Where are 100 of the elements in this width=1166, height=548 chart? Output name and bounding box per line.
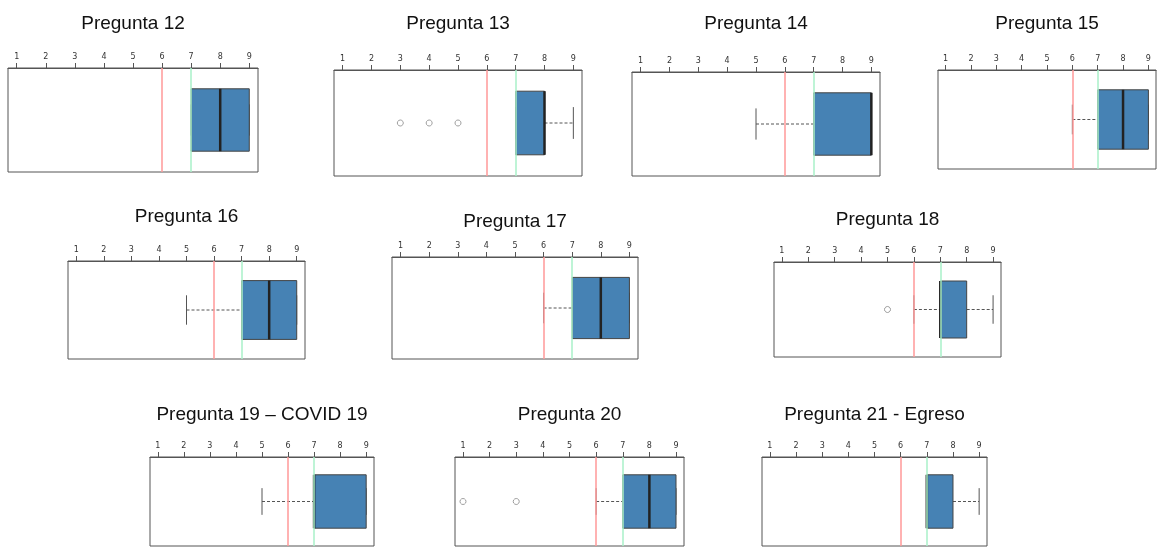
x-tick-label: 5 xyxy=(455,53,461,63)
x-tick-label: 6 xyxy=(593,440,599,450)
x-tick-label: 4 xyxy=(1019,53,1025,63)
x-tick-label: 7 xyxy=(569,240,575,250)
x-tick-label: 4 xyxy=(540,440,546,450)
chart-title: Pregunta 18 xyxy=(835,208,940,229)
x-tick-label: 5 xyxy=(753,55,759,65)
x-tick-label: 1 xyxy=(779,245,785,255)
x-tick-label: 7 xyxy=(311,440,317,450)
x-tick-label: 9 xyxy=(294,244,300,254)
x-tick-label: 2 xyxy=(968,53,974,63)
x-tick-label: 3 xyxy=(819,440,825,450)
x-tick-label: 7 xyxy=(620,440,626,450)
x-tick-label: 9 xyxy=(990,245,996,255)
x-tick-label: 9 xyxy=(1145,53,1151,63)
x-tick-label: 2 xyxy=(426,240,432,250)
x-tick-label: 9 xyxy=(868,55,874,65)
x-tick-label: 7 xyxy=(937,245,943,255)
x-tick-label: 4 xyxy=(233,440,239,450)
x-tick-label: 6 xyxy=(911,245,917,255)
x-tick-label: 8 xyxy=(266,244,272,254)
x-tick-label: 9 xyxy=(976,440,982,450)
x-tick-label: 4 xyxy=(156,244,162,254)
x-tick-label: 3 xyxy=(128,244,134,254)
x-tick-label: 3 xyxy=(72,51,78,61)
x-tick-label: 2 xyxy=(181,440,187,450)
x-tick-label: 4 xyxy=(858,245,864,255)
x-tick-label: 8 xyxy=(1120,53,1126,63)
x-tick-label: 6 xyxy=(1069,53,1075,63)
x-tick-label: 8 xyxy=(964,245,970,255)
x-tick-label: 8 xyxy=(646,440,652,450)
chart-title: Pregunta 15 xyxy=(995,12,1099,33)
x-tick-label: 6 xyxy=(484,53,490,63)
x-tick-label: 8 xyxy=(217,51,223,61)
chart-title: Pregunta 17 xyxy=(463,210,567,231)
chart-title: Pregunta 20 xyxy=(517,403,622,424)
x-tick-label: 7 xyxy=(188,51,194,61)
x-tick-label: 6 xyxy=(159,51,165,61)
x-tick-label: 3 xyxy=(832,245,838,255)
x-tick-label: 2 xyxy=(666,55,673,65)
x-tick-label: 5 xyxy=(871,440,878,450)
x-tick-label: 5 xyxy=(566,440,573,450)
x-tick-label: 5 xyxy=(512,240,518,250)
x-tick-label: 3 xyxy=(207,440,213,450)
x-tick-label: 9 xyxy=(363,440,369,450)
x-tick-label: 8 xyxy=(839,55,846,65)
chart-title: Pregunta 13 xyxy=(406,12,510,33)
x-tick-label: 9 xyxy=(626,240,632,250)
x-tick-label: 6 xyxy=(541,240,547,250)
chart-title: Pregunta 21 - Egreso xyxy=(784,403,965,424)
x-tick-label: 9 xyxy=(246,51,252,61)
x-tick-label: 9 xyxy=(570,53,576,63)
chart-title: Pregunta 19 – COVID 19 xyxy=(156,403,368,424)
x-tick-label: 7 xyxy=(239,244,245,254)
x-tick-label: 7 xyxy=(924,440,930,450)
x-tick-label: 1 xyxy=(767,440,773,450)
chart-title: Pregunta 14 xyxy=(704,12,809,33)
x-tick-label: 2 xyxy=(487,440,493,450)
x-tick-label: 3 xyxy=(695,55,701,65)
x-tick-label: 8 xyxy=(950,440,956,450)
x-tick-label: 4 xyxy=(724,55,730,65)
x-tick-label: 4 xyxy=(845,440,851,450)
x-tick-label: 2 xyxy=(805,245,811,255)
x-tick-label: 3 xyxy=(455,240,461,250)
x-tick-label: 4 xyxy=(483,240,489,250)
x-tick-label: 3 xyxy=(397,53,403,63)
x-tick-label: 7 xyxy=(513,53,519,63)
x-tick-label: 1 xyxy=(398,240,404,250)
x-tick-label: 5 xyxy=(130,51,136,61)
x-tick-label: 6 xyxy=(285,440,291,450)
x-tick-label: 1 xyxy=(460,440,466,450)
x-tick-label: 1 xyxy=(14,51,20,61)
chart-title: Pregunta 16 xyxy=(134,205,239,226)
x-tick-label: 4 xyxy=(101,51,107,61)
x-tick-label: 2 xyxy=(368,53,375,63)
x-tick-label: 5 xyxy=(259,440,265,450)
x-tick-label: 3 xyxy=(513,440,519,450)
x-tick-label: 9 xyxy=(673,440,679,450)
x-tick-label: 5 xyxy=(1044,53,1050,63)
x-tick-label: 6 xyxy=(782,55,788,65)
x-tick-label: 2 xyxy=(793,440,799,450)
x-tick-label: 3 xyxy=(993,53,999,63)
x-tick-label: 1 xyxy=(73,244,79,254)
x-tick-label: 1 xyxy=(340,53,346,63)
x-tick-label: 7 xyxy=(811,55,817,65)
x-tick-label: 5 xyxy=(183,244,190,254)
x-tick-label: 1 xyxy=(155,440,161,450)
x-tick-label: 5 xyxy=(884,245,891,255)
chart-title: Pregunta 12 xyxy=(81,12,185,33)
x-tick-label: 6 xyxy=(898,440,904,450)
x-tick-label: 1 xyxy=(638,55,644,65)
x-tick-label: 6 xyxy=(211,244,217,254)
x-tick-label: 8 xyxy=(598,240,604,250)
x-tick-label: 8 xyxy=(541,53,548,63)
x-tick-label: 2 xyxy=(43,51,49,61)
x-tick-label: 7 xyxy=(1095,53,1101,63)
x-tick-label: 8 xyxy=(337,440,343,450)
x-tick-label: 2 xyxy=(101,244,107,254)
x-tick-label: 4 xyxy=(426,53,432,63)
x-tick-label: 1 xyxy=(943,53,949,63)
